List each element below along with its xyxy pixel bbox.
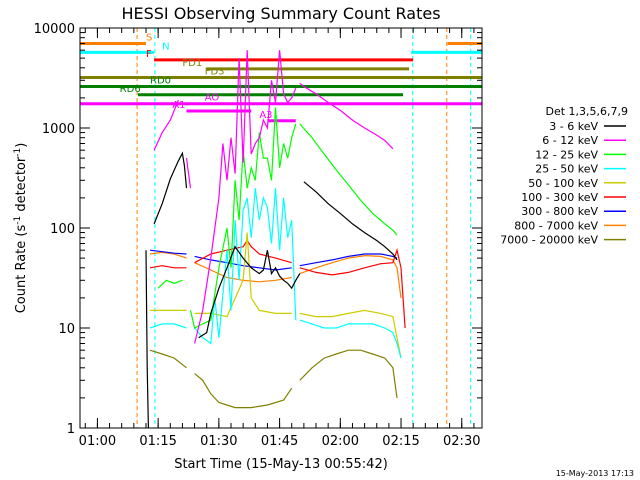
y-tick-label: 10 xyxy=(58,322,75,337)
series-line-8-seg-2 xyxy=(299,349,398,398)
axes: 1 10 100 1000 10000 01:00 01:15 01:30 01:45 02:00… xyxy=(34,22,483,449)
series-line-1-seg-3 xyxy=(299,82,394,150)
series-line-7-seg-0 xyxy=(149,251,187,259)
series-line-0-seg-0 xyxy=(145,250,149,429)
series-line-4-seg-1 xyxy=(194,232,292,318)
series-line-2-seg-1 xyxy=(189,107,297,329)
legend-label-5: 100 - 300 keV xyxy=(521,191,598,204)
legend-label-6: 300 - 800 keV xyxy=(521,205,598,218)
flag-label-rd6: RD6 xyxy=(120,84,141,95)
flag-label-s: S xyxy=(146,32,152,43)
flag-label-n: N xyxy=(162,41,169,52)
flag-label-fd1: FD1 xyxy=(182,58,202,69)
series-line-8-seg-0 xyxy=(149,349,187,369)
series-line-2-seg-2 xyxy=(299,123,398,236)
flag-label-fd3: FD3 xyxy=(205,66,225,77)
y-axis-label: Count Rate (s-1 detector-1) xyxy=(13,143,29,314)
y-tick-label: 10000 xyxy=(34,22,75,37)
series-line-5-seg-2 xyxy=(299,247,406,329)
series-line-3-seg-0 xyxy=(149,323,187,329)
series-line-6-seg-2 xyxy=(299,253,398,267)
legend-label-3: 25 - 50 keV xyxy=(535,163,598,176)
series-line-0-seg-3 xyxy=(303,181,398,261)
series-line-6-seg-0 xyxy=(149,249,187,255)
legend-label-4: 50 - 100 keV xyxy=(528,177,598,190)
legend-label-0: 3 - 6 keV xyxy=(549,120,598,133)
x-tick-label: 02:15 xyxy=(382,434,419,449)
x-tick-label: 01:45 xyxy=(261,434,298,449)
y-tick-label: 100 xyxy=(50,222,75,237)
legend-label-2: 12 - 25 keV xyxy=(535,148,598,161)
series-line-1-seg-0 xyxy=(153,99,179,151)
series-layer xyxy=(145,50,406,429)
legend-label-1: 6 - 12 keV xyxy=(542,134,598,147)
series-line-2-seg-0 xyxy=(157,279,183,289)
flag-label-a3: A3 xyxy=(259,110,272,121)
flag-label-ao: AO xyxy=(205,93,220,104)
legend-label-8: 7000 - 20000 keV xyxy=(500,234,598,247)
x-tick-label: 02:30 xyxy=(443,434,480,449)
series-line-8-seg-1 xyxy=(194,373,293,409)
x-axis-label: Start Time (15-May-13 00:55:42) xyxy=(174,457,388,472)
chart-title: HESSI Observing Summary Count Rates xyxy=(121,4,440,23)
flag-label-rd0: RD0 xyxy=(150,76,171,87)
y-tick-label: 1 xyxy=(67,422,75,437)
legend-title: Det 1,3,5,6,7,9 xyxy=(545,105,628,118)
series-line-4-seg-2 xyxy=(299,309,402,359)
x-tick-label: 01:30 xyxy=(200,434,237,449)
x-tick-label: 01:00 xyxy=(79,434,116,449)
flag-label-f: F xyxy=(146,49,152,60)
series-line-0-seg-1 xyxy=(153,151,188,225)
series-line-5-seg-0 xyxy=(149,265,187,269)
x-tick-label: 02:00 xyxy=(322,434,359,449)
series-line-0-seg-2 xyxy=(198,245,301,339)
y-tick-label: 1000 xyxy=(42,122,75,137)
series-line-3-seg-2 xyxy=(299,319,402,359)
flag-label-a1: A1 xyxy=(172,100,185,111)
series-line-1-seg-1 xyxy=(185,158,192,189)
footer-timestamp: 15-May-2013 17:13 xyxy=(556,469,634,478)
legend-label-7: 800 - 7000 keV xyxy=(514,219,598,232)
series-line-3-seg-1 xyxy=(194,188,297,345)
x-tick-label: 01:15 xyxy=(139,434,176,449)
series-line-1-seg-2 xyxy=(194,50,297,344)
series-line-7-seg-2 xyxy=(299,254,402,298)
